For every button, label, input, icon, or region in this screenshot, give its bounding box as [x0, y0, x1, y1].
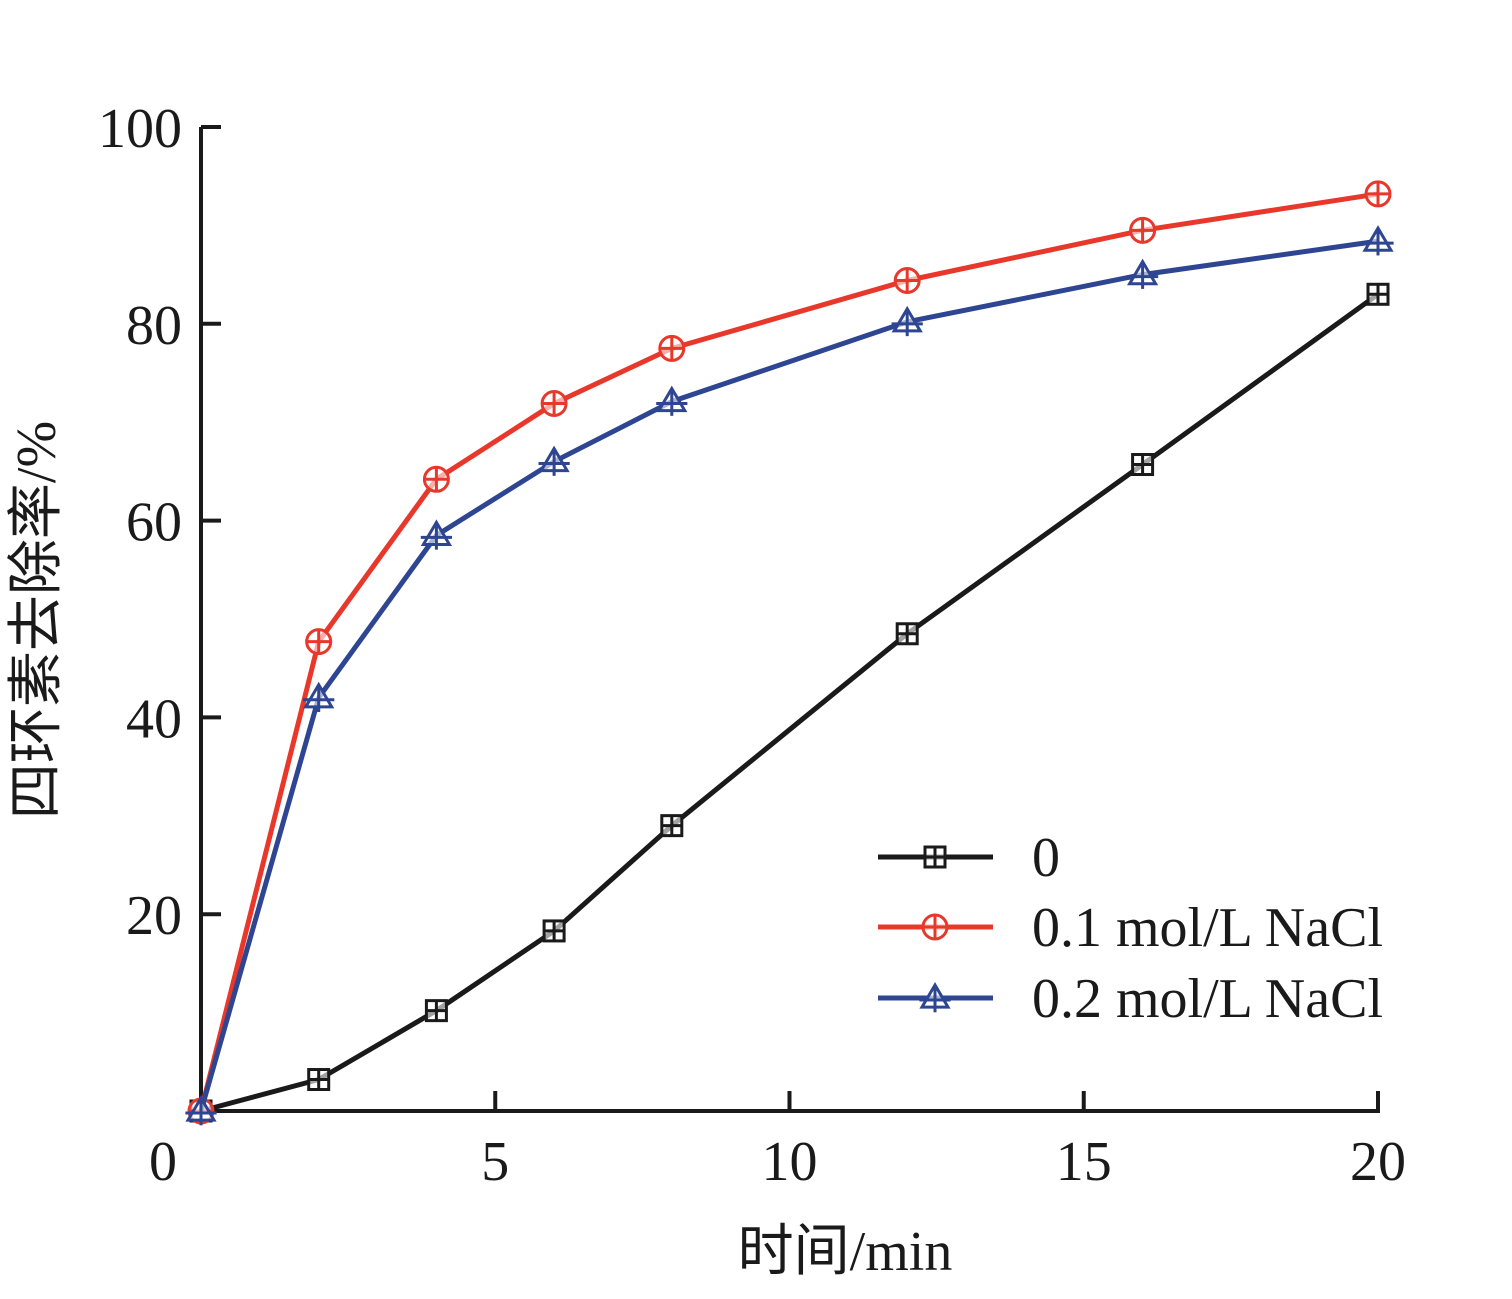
- data-point: [303, 681, 335, 713]
- data-point: [893, 267, 921, 295]
- data-point: [420, 519, 453, 550]
- y-axis-title: 四环素去除率/%: [6, 421, 68, 819]
- data-point: [540, 390, 568, 418]
- series-line: [200, 292, 1380, 1114]
- data-point: [538, 445, 570, 476]
- legend-label: 0.2 mol/L NaCl: [1032, 968, 1383, 1030]
- data-point: [923, 845, 947, 869]
- series-line: [198, 191, 1379, 1112]
- data-point: [307, 1068, 331, 1092]
- y-tick-label: 40: [126, 688, 182, 750]
- legend-label: 0.1 mol/L NaCl: [1032, 897, 1383, 959]
- ticks: 0 5 10 15 20 20 40 60 80 100: [98, 98, 1406, 1193]
- x-tick-label: 5: [481, 1131, 509, 1193]
- series-layer: [185, 180, 1394, 1126]
- data-point: [921, 913, 949, 941]
- data-point: [895, 622, 919, 646]
- y-tick-label: 80: [126, 295, 182, 357]
- data-point: [422, 465, 450, 493]
- data-point: [424, 999, 448, 1023]
- x-tick-label: 20: [1350, 1131, 1406, 1193]
- data-point: [1366, 282, 1390, 306]
- x-tick-label: 15: [1056, 1131, 1112, 1193]
- data-point: [656, 385, 688, 416]
- y-tick-label: 60: [126, 492, 182, 554]
- data-point: [185, 1095, 217, 1126]
- series-3: [185, 225, 1394, 1126]
- data-point: [1362, 225, 1394, 256]
- data-point: [658, 334, 686, 362]
- data-point: [660, 814, 684, 838]
- data-point: [1129, 216, 1157, 244]
- legend-item: 0.1 mol/L NaCl: [878, 897, 1383, 959]
- data-point: [891, 305, 923, 337]
- x-axis-title: 时间/min: [738, 1221, 953, 1283]
- legend: 0 0.1 mol/L NaCl 0.2 mol/L NaCl: [878, 827, 1383, 1030]
- data-point: [1364, 180, 1392, 208]
- y-tick-label: 20: [126, 885, 182, 947]
- legend-item: 0: [878, 827, 1060, 889]
- x-tick-label: 0: [149, 1131, 177, 1193]
- legend-item: 0.2 mol/L NaCl: [878, 968, 1383, 1030]
- y-tick-label: 100: [98, 98, 182, 160]
- data-point: [542, 919, 566, 943]
- x-tick-label: 10: [762, 1131, 818, 1193]
- data-point: [305, 628, 333, 656]
- series-line: [198, 238, 1379, 1112]
- data-point: [919, 982, 951, 1013]
- data-point: [1131, 453, 1155, 477]
- data-point: [1126, 258, 1159, 289]
- legend-label: 0: [1032, 827, 1060, 889]
